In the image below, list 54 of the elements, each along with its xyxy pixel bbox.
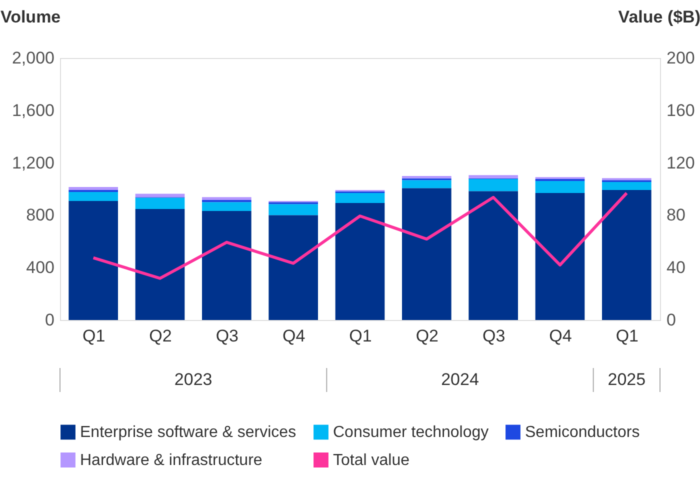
y-axis-title: Volume xyxy=(0,8,61,26)
bar xyxy=(335,203,385,320)
legend-label: Enterprise software & services xyxy=(80,424,296,442)
x-tick-label: Q2 xyxy=(149,326,172,346)
y2-tick-label: 200 xyxy=(666,48,695,68)
y2-tick-label: 40 xyxy=(666,258,686,278)
bar xyxy=(135,194,185,198)
line-series xyxy=(92,192,628,280)
bar xyxy=(468,179,518,192)
x-tick-label: Q4 xyxy=(549,326,572,346)
x-tick-label: Q1 xyxy=(82,326,106,346)
bar xyxy=(202,211,252,320)
bar xyxy=(402,180,452,188)
bar xyxy=(535,181,585,194)
bar xyxy=(135,198,185,210)
bar xyxy=(402,188,452,320)
legend-label: Semiconductors xyxy=(525,424,640,442)
text: 2024 xyxy=(441,370,479,389)
bar xyxy=(268,204,318,216)
y-tick-label: 800 xyxy=(26,206,54,225)
bar xyxy=(135,209,185,320)
x-tick-label: Q3 xyxy=(482,326,506,346)
y2-tick-label: 0 xyxy=(666,310,676,330)
y2-axis-title: Value ($B) xyxy=(618,8,700,26)
bar xyxy=(602,190,652,320)
y-tick-label: 400 xyxy=(26,258,54,278)
x-tick-label: Q2 xyxy=(416,326,439,346)
bar xyxy=(602,182,652,190)
bar xyxy=(68,187,118,190)
y-tick-label: 1,200 xyxy=(12,153,54,172)
x-tick-label: Q1 xyxy=(616,326,639,346)
y2-tick-label: 120 xyxy=(666,153,695,172)
bar xyxy=(535,193,585,320)
bar xyxy=(468,175,518,178)
bar xyxy=(335,193,385,204)
y-tick-label: 1,600 xyxy=(12,100,54,120)
legend-label: Total value xyxy=(333,452,410,469)
y-tick-label: 0 xyxy=(45,310,54,330)
legend-label: Consumer technology xyxy=(333,424,489,442)
text: 2025 xyxy=(608,370,646,389)
bar xyxy=(268,215,318,320)
bar xyxy=(202,202,252,212)
x-tick-label: Q3 xyxy=(216,326,239,346)
bar xyxy=(202,197,252,200)
y2-tick-label: 160 xyxy=(666,100,695,120)
x-tick-label: Q4 xyxy=(282,326,306,346)
legend-label: Hardware & infrastructure xyxy=(80,452,262,469)
y-tick-label: 2,000 xyxy=(12,48,54,68)
y2-tick-label: 80 xyxy=(666,206,686,225)
x-tick-label: Q1 xyxy=(349,326,372,346)
bar xyxy=(68,201,118,320)
bar xyxy=(468,191,518,320)
bar xyxy=(68,192,118,202)
text: 2023 xyxy=(174,370,212,389)
